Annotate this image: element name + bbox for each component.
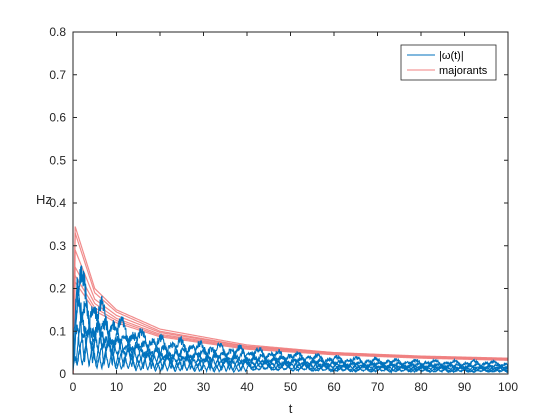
y-tick-label: 0.3: [49, 239, 66, 253]
omega-line: [73, 324, 508, 374]
legend: |ω(t)| majorants: [400, 44, 497, 81]
omega-line: [73, 325, 508, 374]
axes-background: [73, 32, 508, 374]
legend-box: [400, 44, 497, 81]
y-tick-label: 0.5: [49, 153, 66, 167]
x-tick-label: 0: [70, 380, 77, 394]
x-tick-label: 20: [153, 380, 167, 394]
x-tick-label: 10: [110, 380, 124, 394]
y-tick-label: 0: [59, 367, 66, 381]
x-tick-label: 30: [197, 380, 211, 394]
legend-label-omega: |ω(t)|: [439, 50, 464, 62]
x-axis-label: t: [289, 401, 293, 416]
y-tick-label: 0.7: [49, 68, 66, 82]
x-tick-label: 40: [240, 380, 254, 394]
x-tick-label: 60: [327, 380, 341, 394]
y-axis-label: Hz: [36, 192, 52, 207]
y-tick-label: 0.6: [49, 111, 66, 125]
y-tick-label: 0.1: [49, 324, 66, 338]
x-tick-label: 100: [498, 380, 518, 394]
majorant-lines: [73, 226, 508, 374]
majorant-line: [73, 280, 508, 374]
y-tick-label: 0.8: [49, 25, 66, 39]
x-tick-label: 90: [458, 380, 472, 394]
x-tick-label: 50: [284, 380, 298, 394]
legend-label-majorants: majorants: [439, 65, 488, 77]
y-axis-ticks: 0 0.1 0.2 0.3 0.4 0.5 0.6 0.7 0.8: [49, 25, 508, 381]
plot-area: [72, 31, 509, 375]
x-tick-label: 80: [414, 380, 428, 394]
omega-lines: [73, 264, 508, 374]
y-tick-label: 0.2: [49, 282, 66, 296]
x-axis-ticks: 0 10 20 30 40 50 60 70 80 90 100: [70, 32, 518, 394]
y-tick-label: 0.4: [49, 196, 66, 210]
x-tick-label: 70: [371, 380, 385, 394]
